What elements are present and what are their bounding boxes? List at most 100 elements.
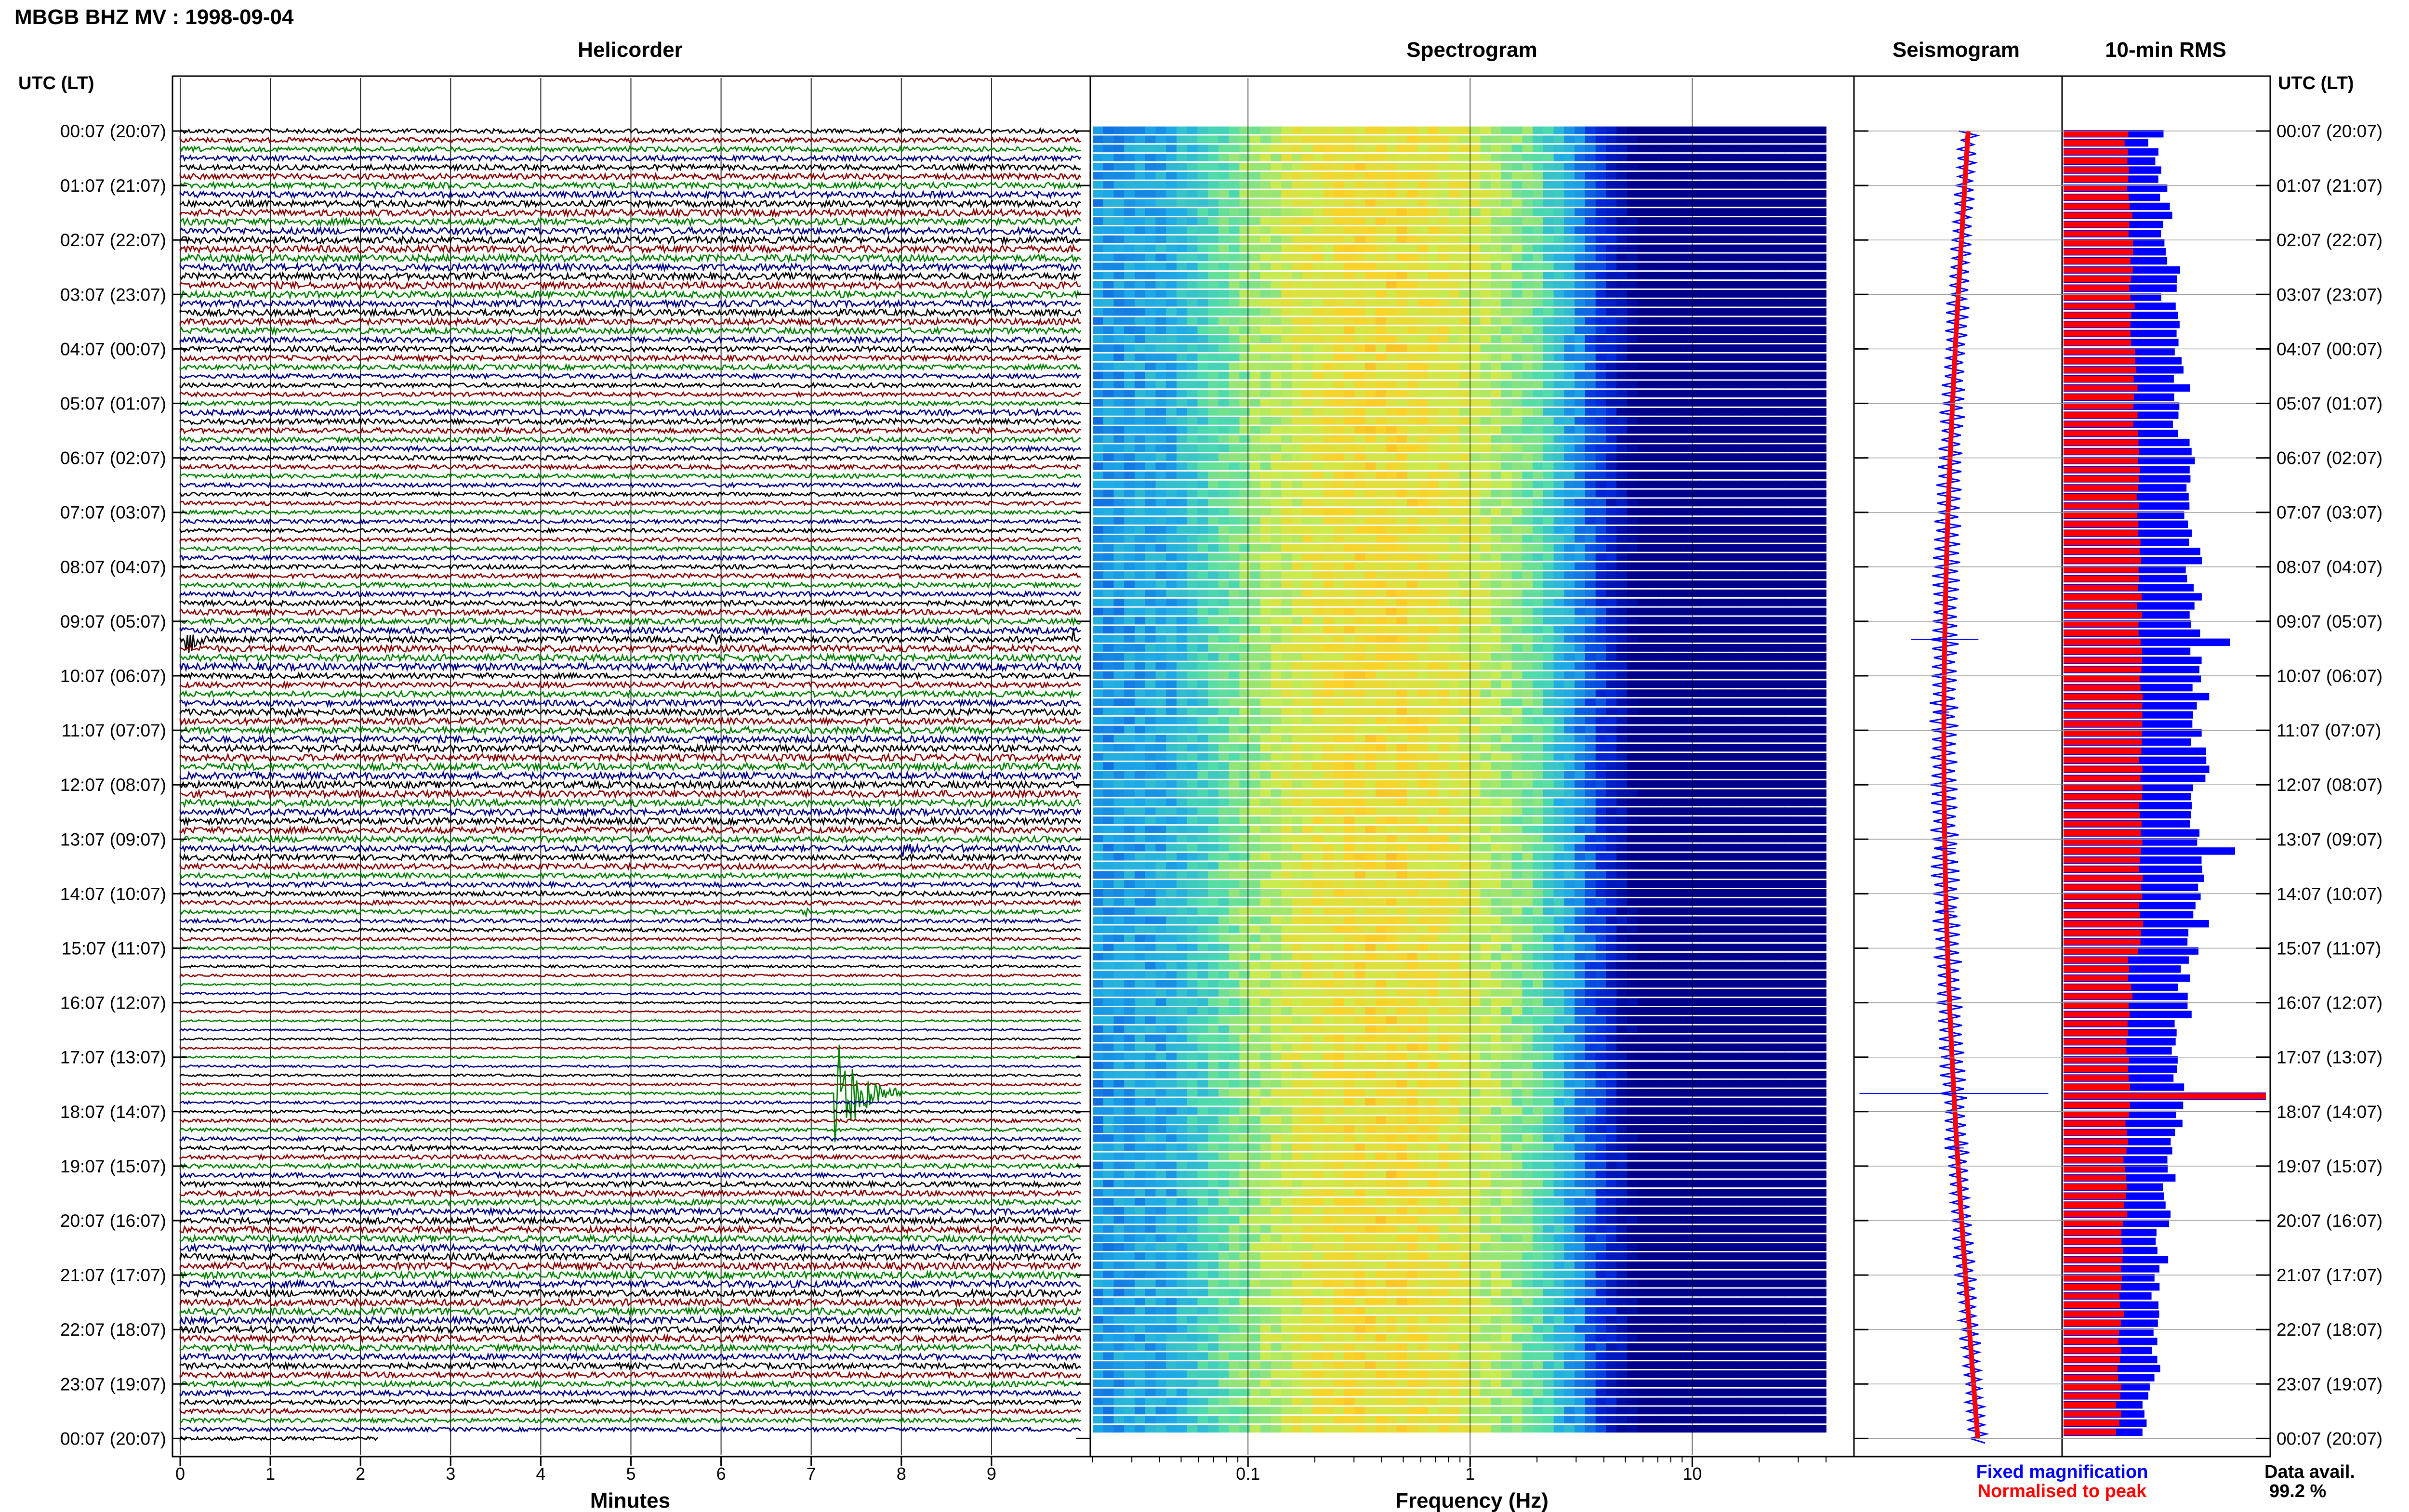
spectrogram-cell — [1334, 598, 1345, 606]
spectrogram-cell — [1124, 517, 1135, 525]
spectrogram-cell — [1344, 253, 1355, 262]
spectrogram-cell — [1690, 571, 1701, 579]
spectrogram-cell — [1585, 145, 1596, 153]
spectrogram-cell — [1312, 489, 1324, 498]
spectrogram-cell — [1543, 735, 1554, 743]
spectrogram-cell — [1250, 353, 1261, 361]
spectrogram-cell — [1721, 226, 1733, 234]
spectrogram-cell — [1732, 181, 1743, 189]
helicorder-trace — [179, 1000, 1081, 1005]
spectrogram-cell — [1438, 154, 1449, 161]
spectrogram-cell — [1281, 489, 1292, 498]
spectrogram-cell — [1679, 480, 1691, 488]
spectrogram-cell — [1815, 544, 1827, 552]
spectrogram-cell — [1679, 435, 1691, 443]
spectrogram-cell — [1648, 444, 1659, 452]
spectrogram-cell — [1428, 208, 1439, 216]
spectrogram-cell — [1668, 662, 1680, 670]
spectrogram-cell — [1093, 444, 1104, 452]
spectrogram-cell — [1564, 353, 1575, 361]
spectrogram-cell — [1103, 698, 1114, 706]
spectrogram-cell — [1187, 499, 1198, 507]
spectrogram-cell — [1616, 335, 1628, 343]
spectrogram-cell — [1292, 272, 1303, 280]
spectrogram-cell — [1815, 689, 1827, 697]
spectrogram-cell — [1145, 571, 1156, 579]
spectrogram-cell — [1459, 698, 1470, 706]
spectrogram-cell — [1218, 453, 1230, 461]
spectrogram-cell — [1752, 644, 1764, 652]
spectrogram-cell — [1250, 417, 1261, 425]
spectrogram-cell — [1742, 190, 1753, 198]
spectrogram-cell — [1124, 344, 1135, 352]
spectrogram-cell — [1396, 145, 1407, 153]
spectrogram-cell — [1103, 617, 1114, 625]
spectrogram-cell — [1417, 217, 1429, 225]
spectrogram-cell — [1732, 244, 1743, 252]
spectrogram-cell — [1281, 526, 1292, 534]
spectrogram-cell — [1354, 689, 1366, 697]
spectrogram-cell — [1721, 635, 1733, 643]
spectrogram-cell — [1155, 544, 1166, 552]
spectrogram-cell — [1208, 371, 1219, 380]
spectrogram-cell — [1637, 571, 1649, 579]
spectrogram-cell — [1606, 544, 1617, 552]
spectrogram-cell — [1805, 580, 1816, 588]
spectrogram-cell — [1124, 580, 1135, 588]
spectrogram-cell — [1113, 571, 1125, 579]
spectrogram-cell — [1135, 544, 1146, 552]
spectrogram-cell — [1627, 362, 1638, 370]
spectrogram-cell — [1239, 635, 1250, 643]
spectrogram-cell — [1805, 181, 1816, 189]
spectrogram-cell — [1469, 235, 1481, 243]
spectrogram-cell — [1428, 199, 1439, 207]
spectrogram-cell — [1135, 417, 1146, 425]
spectrogram-cell — [1135, 508, 1146, 516]
spectrogram-cell — [1250, 689, 1261, 697]
spectrogram-cell — [1407, 744, 1418, 752]
spectrogram-cell — [1679, 453, 1691, 461]
spectrogram-cell — [1323, 435, 1334, 443]
spectrogram-cell — [1585, 644, 1596, 652]
spectrogram-cell — [1187, 662, 1198, 670]
spectrogram-cell — [1438, 308, 1449, 316]
spectrogram-cell — [1700, 362, 1711, 370]
spectrogram-cell — [1553, 544, 1565, 552]
spectrogram-cell — [1721, 544, 1733, 552]
spectrogram-cell — [1637, 417, 1649, 425]
spectrogram-cell — [1543, 708, 1554, 715]
spectrogram-cell — [1742, 716, 1753, 724]
spectrogram-cell — [1407, 480, 1418, 488]
spectrogram-cell — [1627, 725, 1638, 734]
spectrogram-cell — [1176, 344, 1188, 352]
spectrogram-cell — [1543, 190, 1554, 198]
spectrogram-cell — [1365, 589, 1376, 597]
spectrogram-cell — [1710, 671, 1722, 679]
spectrogram-cell — [1459, 499, 1470, 507]
spectrogram-cell — [1323, 126, 1334, 134]
spectrogram-cell — [1627, 299, 1638, 307]
spectrogram-cell — [1396, 444, 1407, 452]
spectrogram-cell — [1124, 390, 1135, 398]
spectrogram-cell — [1281, 163, 1292, 171]
spectrogram-cell — [1218, 308, 1230, 316]
spectrogram-cell — [1648, 489, 1659, 498]
spectrogram-cell — [1522, 181, 1533, 189]
spectrogram-cell — [1522, 671, 1533, 679]
spectrogram-cell — [1752, 135, 1764, 144]
spectrogram-cell — [1376, 535, 1387, 543]
spectrogram-cell — [1700, 708, 1711, 715]
spectrogram-cell — [1103, 217, 1114, 225]
spectrogram-cell — [1166, 208, 1177, 216]
spectrogram-cell — [1239, 135, 1250, 144]
spectrogram-cell — [1187, 653, 1198, 661]
spectrogram-cell — [1302, 371, 1313, 380]
spectrogram-cell — [1585, 471, 1596, 479]
spectrogram-cell — [1271, 353, 1282, 361]
spectrogram-cell — [1417, 644, 1429, 652]
spectrogram-cell — [1260, 644, 1271, 652]
spectrogram-cell — [1742, 635, 1753, 643]
spectrogram-cell — [1187, 526, 1198, 534]
spectrogram-cell — [1575, 235, 1586, 243]
spectrogram-cell — [1187, 417, 1198, 425]
